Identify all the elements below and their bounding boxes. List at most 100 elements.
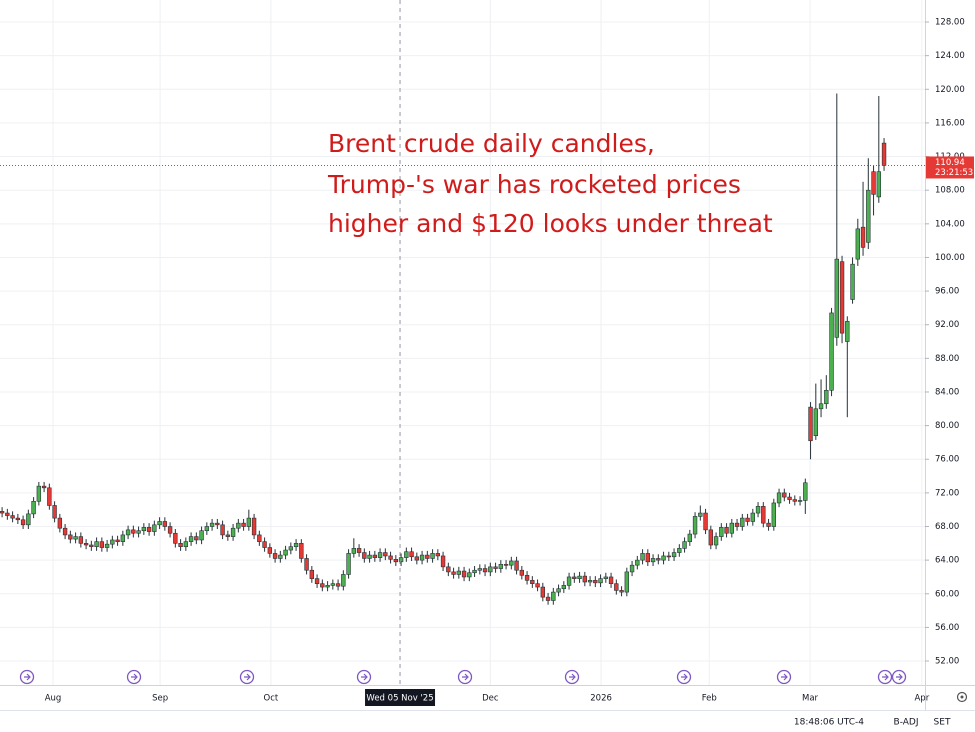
candle-body: [83, 543, 89, 546]
crosshair-label-bg: [365, 689, 436, 706]
candle-body: [755, 506, 761, 514]
settings-icon-dot[interactable]: [960, 695, 964, 699]
event-marker[interactable]: [19, 669, 35, 685]
x-tick-label: 2026: [590, 694, 612, 704]
candle-body: [435, 553, 441, 557]
candle-body: [824, 389, 829, 405]
event-arrow[interactable]: [781, 673, 788, 681]
y-tick-label: 128.00: [935, 18, 965, 28]
candle-body: [393, 559, 399, 563]
candle-body: [104, 543, 110, 548]
event-marker[interactable]: [776, 669, 792, 685]
y-tick-label: 64.00: [935, 556, 959, 566]
candle-body: [703, 512, 708, 531]
settings-button[interactable]: [956, 691, 968, 703]
y-tick-label: 72.00: [935, 488, 959, 498]
candle-body: [167, 526, 173, 534]
event-marker[interactable]: [564, 669, 580, 685]
x-tick-label: Apr: [914, 694, 929, 704]
candle-body: [797, 500, 803, 502]
event-arrow[interactable]: [462, 673, 469, 681]
candle-body: [5, 512, 10, 516]
candle-body: [446, 566, 451, 573]
candle-body: [698, 512, 703, 517]
candle-body: [593, 580, 598, 584]
candle-body: [776, 492, 782, 504]
event-arrow[interactable]: [681, 673, 688, 681]
candle-body: [561, 585, 567, 590]
candle-body: [603, 576, 609, 579]
candle-body: [288, 546, 294, 551]
candle-body: [162, 521, 168, 527]
event-marker[interactable]: [126, 669, 142, 685]
event-arrow[interactable]: [896, 673, 903, 681]
event-arrow[interactable]: [244, 673, 251, 681]
event-marker[interactable]: [891, 669, 907, 685]
candle-body: [188, 536, 194, 542]
candle-body: [230, 527, 236, 537]
candle-body: [551, 591, 556, 601]
event-marker[interactable]: [356, 669, 372, 685]
candle-body: [666, 555, 672, 558]
event-arrow[interactable]: [131, 673, 138, 681]
candle-body: [488, 566, 493, 573]
last-price-label: 110.94: [935, 158, 965, 168]
candle-body: [419, 554, 425, 561]
candle-body: [692, 516, 698, 535]
candle-body: [713, 536, 719, 546]
candle-body: [461, 570, 467, 578]
candle-body: [26, 513, 31, 526]
event-marker[interactable]: [877, 669, 893, 685]
candle-body: [241, 522, 246, 527]
event-arrow[interactable]: [24, 673, 31, 681]
candle-body: [451, 571, 456, 575]
candle-body: [299, 543, 304, 559]
countdown-label: 23:21:53: [935, 168, 973, 178]
candle-body: [477, 568, 483, 571]
x-tick-label: Feb: [702, 694, 717, 704]
candle-body: [141, 527, 147, 532]
candle-body: [414, 556, 420, 561]
y-tick-label: 124.00: [935, 51, 965, 61]
candle-body: [803, 482, 808, 501]
event-arrow[interactable]: [569, 673, 576, 681]
candle-body: [640, 553, 645, 561]
adjust-toggle[interactable]: B-ADJ: [894, 718, 919, 728]
candle-body: [724, 527, 729, 534]
candle-body: [624, 571, 630, 593]
x-tick-label: Oct: [264, 694, 279, 704]
candle-body: [309, 569, 315, 579]
settings-icon[interactable]: [956, 691, 968, 703]
candle-body: [740, 517, 745, 527]
event-arrow[interactable]: [361, 673, 368, 681]
candle-body: [31, 500, 36, 515]
candle-body: [220, 524, 225, 536]
candle-body: [236, 522, 241, 529]
candle-body: [225, 534, 231, 537]
candle-body: [514, 560, 519, 571]
candle-body: [677, 548, 682, 553]
y-tick-label: 92.00: [935, 320, 959, 330]
candle-body: [540, 586, 546, 598]
event-marker[interactable]: [676, 669, 692, 685]
annotation-line: Trump-'s war has rocketed prices: [327, 170, 741, 199]
candle-body: [346, 553, 351, 575]
y-tick-label: 88.00: [935, 354, 959, 364]
event-arrow[interactable]: [882, 673, 889, 681]
candle-body: [761, 506, 766, 524]
event-marker[interactable]: [457, 669, 473, 685]
candle-body: [771, 502, 776, 527]
session-toggle[interactable]: SET: [934, 718, 951, 728]
candle-body: [829, 312, 834, 391]
candle-body: [656, 558, 661, 561]
candle-body: [362, 552, 367, 559]
candle-body: [524, 574, 530, 581]
y-tick-label: 116.00: [935, 118, 965, 128]
candle-body: [173, 532, 178, 544]
candle-body: [734, 522, 740, 527]
event-marker[interactable]: [239, 669, 255, 685]
candle-body: [855, 228, 860, 260]
